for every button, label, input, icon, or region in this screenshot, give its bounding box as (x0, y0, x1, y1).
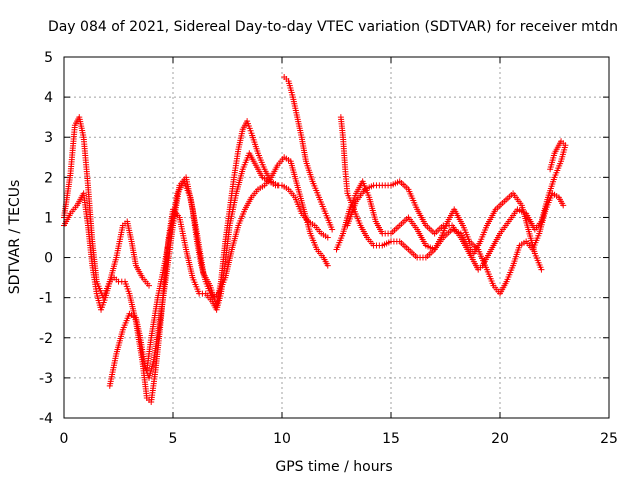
y-tick-label: -2 (39, 331, 53, 347)
data-marks (61, 74, 569, 405)
data-point (324, 234, 331, 241)
y-tick-labels: -4 -3 -2 -1 0 1 2 3 4 5 (39, 50, 53, 427)
plot-frame (63, 56, 610, 419)
y-tick-label: 4 (44, 90, 53, 106)
x-axis-title: GPS time / hours (275, 459, 392, 475)
y-axis-title: SDTVAR / TECUs (7, 180, 23, 295)
x-tick-label: 5 (169, 431, 178, 447)
y-tick-label: -3 (39, 371, 53, 387)
y-tick-label: -4 (39, 411, 53, 427)
x-tick-label: 10 (273, 431, 291, 447)
x-tick-label: 15 (382, 431, 400, 447)
chart-title: Day 084 of 2021, Sidereal Day-to-day VTE… (48, 19, 618, 35)
series-trace-1 (61, 150, 331, 405)
data-point (547, 166, 554, 173)
x-tick-labels: 0 5 10 15 20 25 (60, 431, 618, 447)
data-point (560, 202, 567, 209)
series-trace-2 (61, 114, 153, 301)
series-trace-4 (143, 118, 281, 373)
data-point (146, 282, 153, 289)
data-point (329, 226, 336, 233)
data-point (324, 262, 331, 269)
series-trace-8 (344, 138, 569, 273)
y-tick-label: 5 (44, 50, 53, 66)
data-point (274, 182, 281, 189)
y-tick-label: 3 (44, 130, 53, 146)
x-tick-label: 0 (60, 431, 69, 447)
x-tick-label: 20 (491, 431, 509, 447)
series-trace-5 (281, 74, 336, 233)
y-tick-label: 0 (44, 251, 53, 267)
x-tick-label: 25 (600, 431, 618, 447)
series-trace-7 (333, 178, 567, 297)
y-tick-label: 2 (44, 170, 53, 186)
series-trace-6 (337, 114, 545, 273)
data-point (538, 266, 545, 273)
y-tick-label: 1 (44, 210, 53, 226)
y-tick-label: -1 (39, 291, 53, 307)
